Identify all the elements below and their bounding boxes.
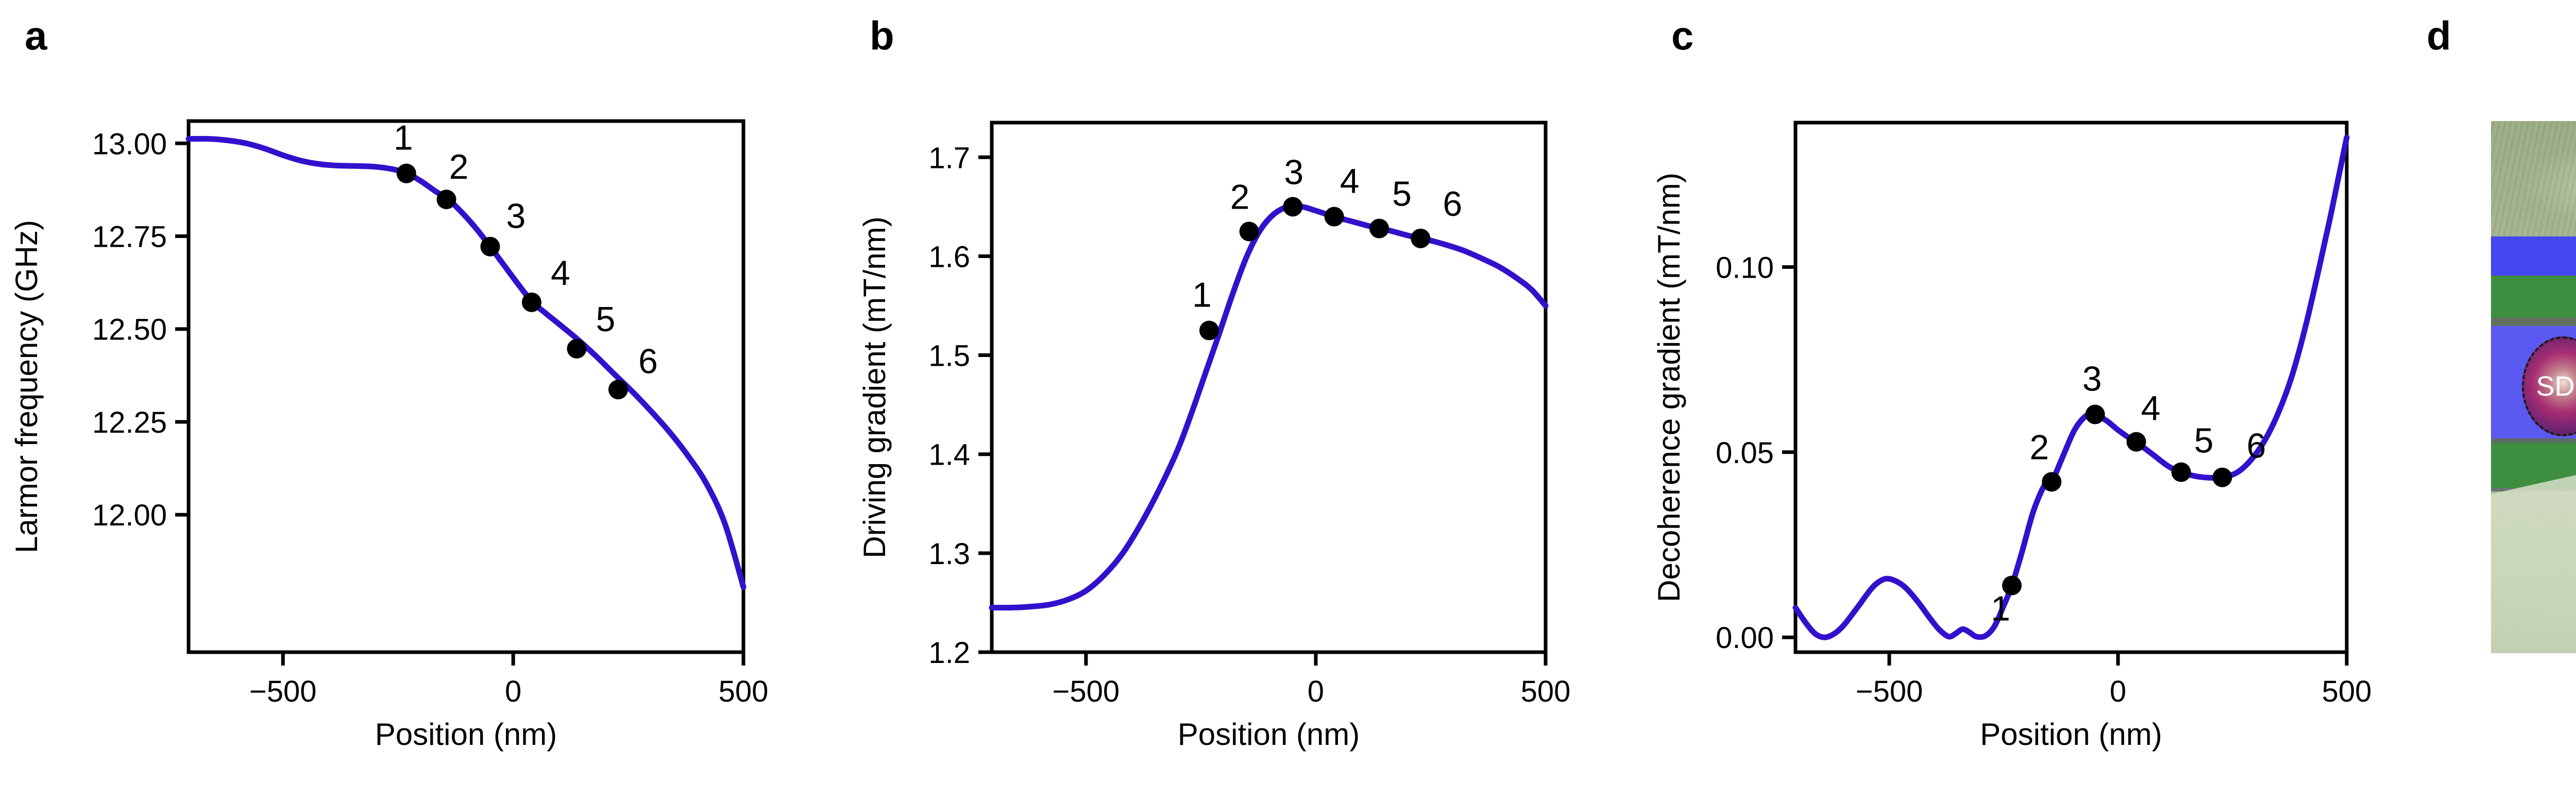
x-tick-label: −500: [1856, 675, 1923, 708]
data-point-marker: [2126, 432, 2146, 452]
data-point-marker: [436, 190, 456, 210]
data-point-label: 5: [1392, 175, 1412, 214]
data-point-marker: [2042, 472, 2062, 492]
sd1-lead: [2491, 236, 2576, 276]
data-point-marker: [1411, 228, 1431, 248]
x-axis-label: Position (nm): [1178, 717, 1360, 752]
x-axis-label: Position (nm): [375, 717, 557, 752]
data-point-label: 2: [1230, 177, 1250, 216]
data-point-label: 4: [1340, 162, 1360, 201]
data-curve: [185, 135, 747, 590]
y-axis-label: Larmor frequency (GHz): [9, 220, 44, 553]
y-tick-label: 1.6: [928, 240, 970, 274]
y-tick-label: 12.75: [92, 220, 167, 254]
x-tick-label: 500: [1521, 675, 1571, 708]
data-point-label: 5: [2194, 421, 2214, 461]
data-point-label: 6: [1443, 184, 1462, 224]
panel-c: c 0.10 0.05 0.00 −500 0 500 1 2 3 4 5 6 Position (nm…: [1649, 0, 2421, 800]
panel-d: d 1: [2421, 0, 2576, 800]
data-point-marker: [1283, 197, 1303, 217]
data-point-marker: [2171, 462, 2191, 482]
x-axis-label: Position (nm): [1980, 717, 2162, 752]
y-tick-label: 0.00: [1716, 621, 1774, 655]
data-point-label: 2: [2029, 428, 2049, 467]
x-tick-label: −500: [1053, 675, 1120, 708]
data-point-marker: [1199, 320, 1219, 341]
data-point-marker: [2212, 467, 2232, 487]
panel-b-plot: 1.7 1.6 1.5 1.4 1.3 1.2 −500 0 500 1 23 4 5 6 Position…: [857, 121, 1571, 752]
data-point-marker: [2085, 404, 2105, 424]
data-point-marker: [521, 292, 541, 312]
y-tick-label: 12.50: [92, 313, 167, 347]
panel-c-letter: c: [1671, 13, 1694, 58]
data-point-label: 6: [638, 342, 658, 381]
y-tick-label: 13.00: [92, 127, 167, 161]
y-tick-label: 1.7: [928, 141, 970, 175]
sd1-label: SD1: [2536, 371, 2576, 402]
x-tick-label: 500: [2322, 675, 2372, 708]
ohmic-contact-left-top: [2491, 270, 2576, 318]
data-point-marker: [480, 236, 500, 257]
data-point-label: 1: [1991, 589, 2010, 628]
y-axis-label: Decoherence gradient (mT/nm): [1652, 173, 1686, 602]
data-point-label: 4: [2141, 389, 2161, 428]
panel-d-letter: d: [2427, 13, 2451, 58]
panel-a-letter: a: [25, 13, 47, 58]
data-point-label: 1: [394, 118, 413, 158]
sem-micrograph: 1 2 3 4 5 6 SD1 SD2: [2491, 121, 2576, 653]
data-point-marker: [396, 163, 416, 183]
panel-b: b 1.7 1.6 1.5 1.4 1.3 1.2 −500 0 500 1 2 3 4 5 6 Positi…: [850, 0, 1649, 800]
data-point-label: 1: [1192, 276, 1212, 315]
x-tick-label: 0: [505, 675, 521, 708]
data-point-marker: [608, 380, 628, 400]
y-tick-label: 0.10: [1716, 251, 1774, 284]
data-point-marker: [2002, 575, 2022, 595]
data-curve: [989, 203, 1549, 611]
y-tick-label: 1.5: [928, 339, 970, 373]
y-tick-label: 12.00: [92, 499, 167, 532]
data-point-label: 3: [506, 197, 526, 236]
panel-a: a 13.00 12.75 12.50 12.25 12.00 −500 0 500 1 2 3 4 5…: [0, 0, 850, 800]
data-point-marker: [1324, 207, 1344, 227]
x-tick-label: 500: [719, 675, 769, 708]
data-point-marker: [1369, 218, 1389, 239]
y-tick-label: 1.3: [928, 537, 970, 571]
panel-b-letter: b: [870, 13, 894, 58]
y-tick-label: 12.25: [92, 406, 167, 439]
x-tick-label: 0: [2110, 675, 2126, 708]
data-point-label: 5: [596, 300, 616, 339]
data-point-label: 4: [551, 253, 570, 293]
y-tick-label: 1.2: [928, 636, 970, 670]
data-point-label: 3: [1284, 152, 1303, 192]
data-point-marker: [1239, 222, 1259, 242]
data-point-label: 3: [2082, 359, 2102, 398]
y-tick-label: 1.4: [928, 438, 970, 472]
data-point-label: 6: [2247, 427, 2266, 466]
data-curve: [1792, 134, 2350, 640]
x-tick-label: 0: [1308, 675, 1324, 708]
y-tick-label: 0.05: [1716, 436, 1774, 470]
data-point-label: 2: [449, 147, 469, 186]
y-axis-label: Driving gradient (mT/nm): [857, 216, 892, 558]
data-point-marker: [567, 338, 587, 359]
x-tick-label: −500: [249, 675, 317, 708]
